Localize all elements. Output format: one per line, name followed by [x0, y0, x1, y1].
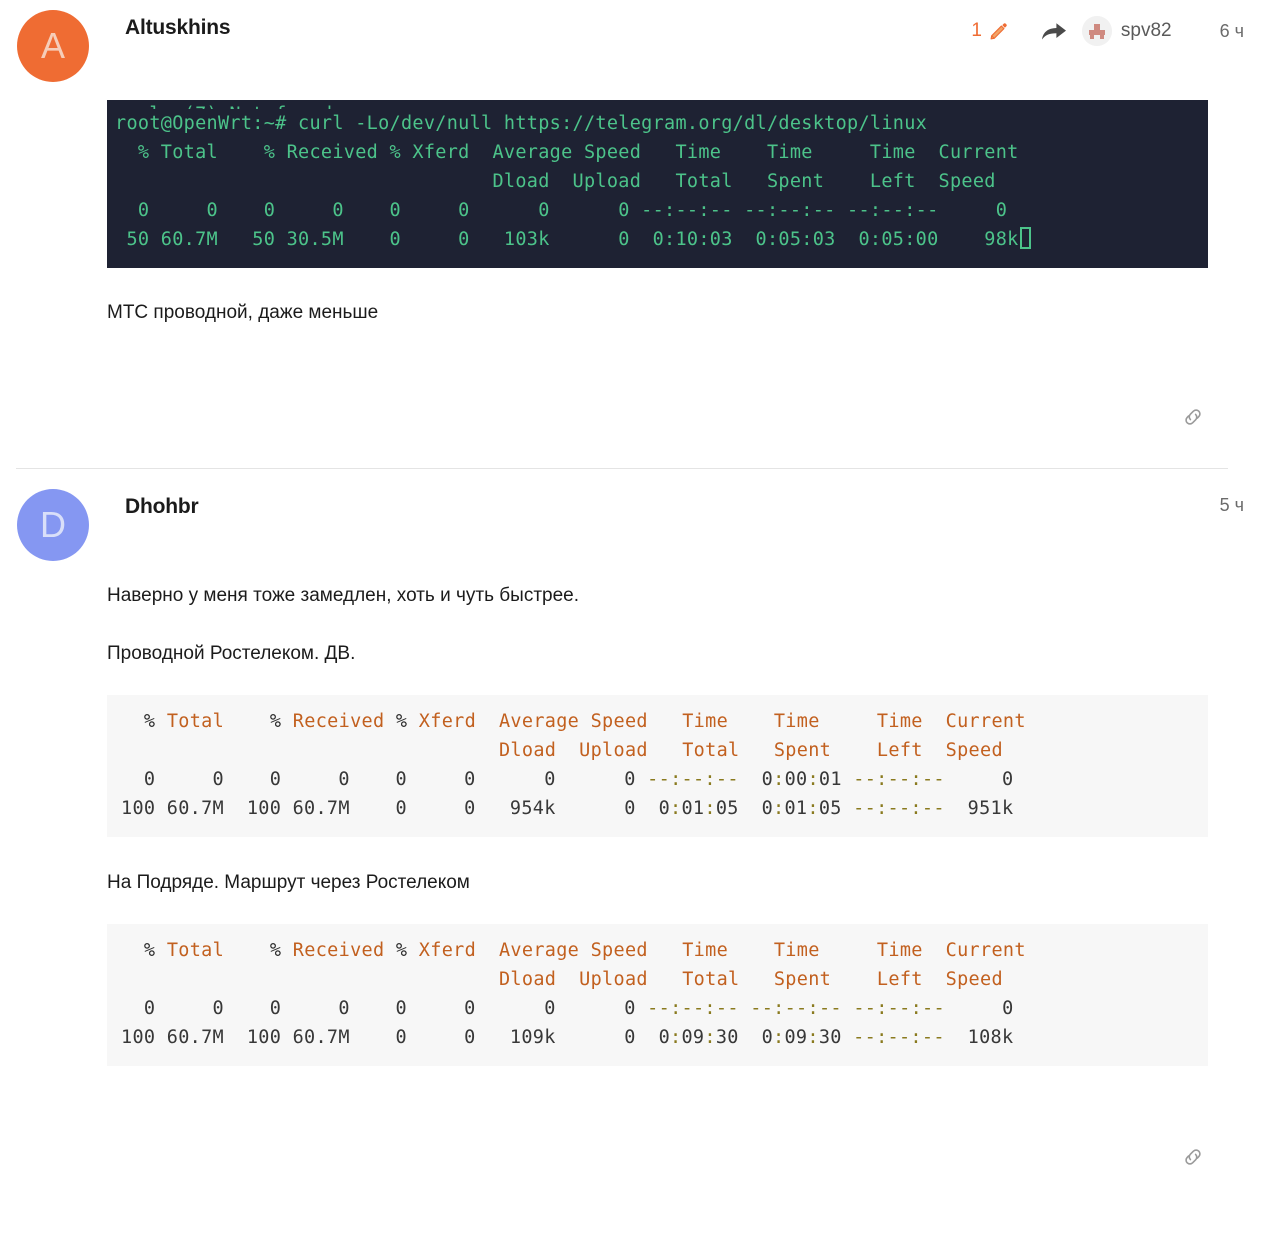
comment-header: D Dhohbr 5 ч — [0, 469, 1244, 561]
terminal-clipped-line: curl: (7) Not found — [115, 100, 1194, 109]
op-avatar[interactable] — [1081, 16, 1112, 46]
pencil-icon[interactable] — [988, 20, 1010, 42]
comment-timestamp: 6 ч — [1219, 20, 1244, 41]
terminal-line-4: 0 0 0 0 0 0 0 0 --:--:-- --:--:-- --:--:… — [115, 200, 1008, 221]
comment-paragraph-2: Проводной Ростелеком. ДВ. — [107, 643, 356, 665]
code-header-line-1: % Total % Received % Xferd Average Speed… — [143, 710, 1026, 732]
code-header-line-2: Dload Upload Total Spent Left Speed — [498, 739, 1003, 761]
code-block-podryad: % Total % Received % Xferd Average Speed… — [107, 923, 1208, 1066]
avatar[interactable]: D — [17, 488, 89, 561]
comment-paragraph: МТС проводной, даже меньше — [107, 302, 379, 323]
comment-altuskhins: A Altuskhins 1 — [0, 0, 1280, 469]
comment-header: A Altuskhins 1 — [0, 0, 1244, 82]
code-data-line-1: 0 0 0 0 0 0 0 0 --:--:-- 0:00:01 --:--:-… — [121, 768, 1014, 790]
link-icon[interactable] — [1180, 1144, 1206, 1170]
comment-body: Наверно у меня тоже замедлен, хоть и чут… — [0, 561, 1244, 1066]
comment-footer — [0, 1144, 1244, 1170]
avatar[interactable]: A — [17, 10, 89, 82]
comment-footer — [0, 404, 1244, 430]
comment-timestamp: 5 ч — [1219, 494, 1244, 515]
code-data-line-2: 100 60.7M 100 60.7M 0 0 954k 0 0:01:05 0… — [121, 797, 1014, 819]
comment-meta: 1 — [971, 16, 1244, 46]
comment-author-name[interactable]: Altuskhins — [125, 16, 231, 39]
terminal-line-3: Dload Upload Total Spent Left Speed — [115, 171, 996, 192]
terminal-line-5: 50 60.7M 50 30.5M 0 0 103k 0 0:10:03 0:0… — [115, 229, 1019, 250]
edit-count: 1 — [971, 20, 982, 41]
code-data-line-2: 100 60.7M 100 60.7M 0 0 109k 0 0:09:30 0… — [121, 1026, 1014, 1048]
terminal-cursor — [1019, 227, 1031, 249]
terminal-line-2: % Total % Received % Xferd Average Speed… — [115, 142, 1019, 163]
op-name[interactable]: spv82 — [1120, 20, 1172, 41]
comment-author-name[interactable]: Dhohbr — [125, 494, 199, 518]
terminal-output-block: curl: (7) Not found root@OpenWrt:~# curl … — [107, 100, 1208, 268]
comment-meta: 5 ч — [1220, 495, 1244, 516]
terminal-line-1: root@OpenWrt:~# curl -Lo/dev/null https:… — [115, 113, 928, 134]
code-header-line-1: % Total % Received % Xferd Average Speed… — [143, 939, 1026, 961]
comment-paragraph-1: Наверно у меня тоже замедлен, хоть и чут… — [107, 584, 579, 606]
link-icon[interactable] — [1180, 404, 1206, 430]
comment-body: curl: (7) Not found root@OpenWrt:~# curl … — [0, 82, 1244, 326]
comment-divider — [16, 467, 1228, 469]
share-icon[interactable] — [1040, 20, 1068, 42]
code-data-line-1: 0 0 0 0 0 0 0 0 --:--:-- --:--:-- --:--:… — [121, 997, 1014, 1019]
code-header-line-2: Dload Upload Total Spent Left Speed — [498, 968, 1003, 990]
comment-dhohbr: D Dhohbr 5 ч Наверно у меня тоже замедле… — [0, 469, 1280, 1170]
comment-paragraph-3: На Подряде. Маршрут через Ростелеком — [107, 871, 470, 893]
code-block-rostelecom: % Total % Received % Xferd Average Speed… — [107, 694, 1208, 837]
